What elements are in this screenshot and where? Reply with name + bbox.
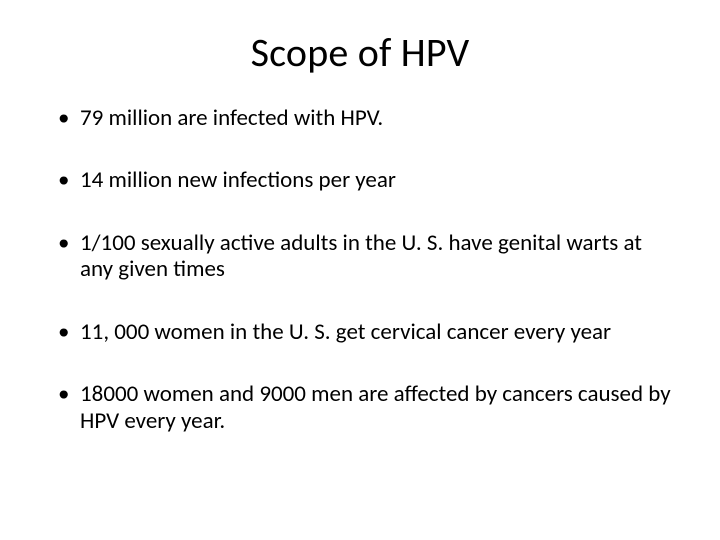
list-item: 1/100 sexually active adults in the U. S…	[58, 230, 672, 283]
list-item: 11, 000 women in the U. S. get cervical …	[58, 319, 672, 345]
slide-title: Scope of HPV	[48, 28, 672, 77]
list-item: 18000 women and 9000 men are affected by…	[58, 381, 672, 434]
list-item: 14 million new infections per year	[58, 167, 672, 193]
list-item: 79 million are infected with HPV.	[58, 105, 672, 131]
bullet-list: 79 million are infected with HPV. 14 mil…	[48, 105, 672, 434]
slide: Scope of HPV 79 million are infected wit…	[0, 0, 720, 540]
